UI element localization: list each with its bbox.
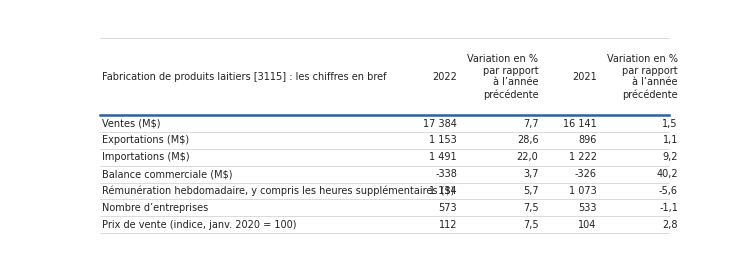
Text: 7,7: 7,7 bbox=[523, 119, 538, 129]
Text: -1,1: -1,1 bbox=[659, 203, 678, 213]
Text: -338: -338 bbox=[435, 169, 457, 179]
Text: 7,5: 7,5 bbox=[523, 220, 538, 230]
Text: Rémunération hebdomadaire, y compris les heures supplémentaires ($): Rémunération hebdomadaire, y compris les… bbox=[103, 186, 454, 196]
Text: 573: 573 bbox=[439, 203, 457, 213]
Text: Nombre d’entreprises: Nombre d’entreprises bbox=[103, 203, 209, 213]
Text: Importations (M$): Importations (M$) bbox=[103, 152, 190, 162]
Text: 28,6: 28,6 bbox=[517, 135, 538, 146]
Text: Fabrication de produits laitiers [3115] : les chiffres en bref: Fabrication de produits laitiers [3115] … bbox=[103, 72, 387, 82]
Text: 896: 896 bbox=[578, 135, 596, 146]
Text: -326: -326 bbox=[574, 169, 596, 179]
Text: 22,0: 22,0 bbox=[517, 152, 538, 162]
Text: 104: 104 bbox=[578, 220, 596, 230]
Text: Prix de vente (indice, janv. 2020 = 100): Prix de vente (indice, janv. 2020 = 100) bbox=[103, 220, 297, 230]
Text: 5,7: 5,7 bbox=[523, 186, 538, 196]
Text: 17 384: 17 384 bbox=[423, 119, 457, 129]
Text: -5,6: -5,6 bbox=[659, 186, 678, 196]
Text: 2,8: 2,8 bbox=[662, 220, 678, 230]
Text: Exportations (M$): Exportations (M$) bbox=[103, 135, 190, 146]
Text: 1 073: 1 073 bbox=[568, 186, 596, 196]
Text: 1,5: 1,5 bbox=[662, 119, 678, 129]
Text: 16 141: 16 141 bbox=[562, 119, 596, 129]
Text: 7,5: 7,5 bbox=[523, 203, 538, 213]
Text: 9,2: 9,2 bbox=[662, 152, 678, 162]
Text: 1 153: 1 153 bbox=[429, 135, 457, 146]
Text: 533: 533 bbox=[578, 203, 596, 213]
Text: 1,1: 1,1 bbox=[662, 135, 678, 146]
Text: 2021: 2021 bbox=[572, 72, 596, 82]
Text: Variation en %
par rapport
à l’année
précédente: Variation en % par rapport à l’année pré… bbox=[607, 54, 678, 100]
Text: Ventes (M$): Ventes (M$) bbox=[103, 119, 161, 129]
Text: 1 491: 1 491 bbox=[430, 152, 457, 162]
Text: 3,7: 3,7 bbox=[523, 169, 538, 179]
Text: Balance commerciale (M$): Balance commerciale (M$) bbox=[103, 169, 233, 179]
Text: 2022: 2022 bbox=[432, 72, 457, 82]
Text: 1 222: 1 222 bbox=[568, 152, 596, 162]
Text: 112: 112 bbox=[439, 220, 457, 230]
Text: 40,2: 40,2 bbox=[656, 169, 678, 179]
Text: 1 134: 1 134 bbox=[430, 186, 457, 196]
Text: Variation en %
par rapport
à l’année
précédente: Variation en % par rapport à l’année pré… bbox=[467, 54, 538, 100]
